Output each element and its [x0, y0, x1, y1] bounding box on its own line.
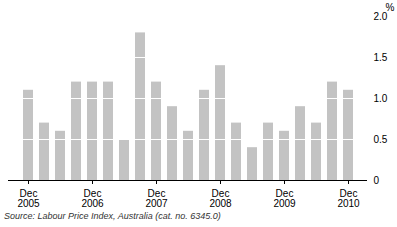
svg-text:Dec2010: Dec2010 — [337, 188, 360, 209]
svg-text:Dec2008: Dec2008 — [209, 188, 232, 209]
svg-text:0.5: 0.5 — [374, 134, 388, 145]
svg-text:%: % — [386, 2, 395, 13]
svg-text:Dec2005: Dec2005 — [17, 188, 40, 209]
svg-text:2.0: 2.0 — [373, 10, 388, 22]
svg-text:Dec2006: Dec2006 — [81, 188, 104, 209]
svg-text:Dec2009: Dec2009 — [273, 188, 296, 209]
svg-text:0: 0 — [374, 175, 380, 186]
svg-text:1.5: 1.5 — [374, 52, 388, 63]
svg-text:1.0: 1.0 — [374, 93, 388, 104]
html-text:Source: Labour Price Index, Au: Source: Labour Price Index, Australia (c… — [4, 211, 221, 221]
svg-text:Dec2007: Dec2007 — [145, 188, 168, 209]
